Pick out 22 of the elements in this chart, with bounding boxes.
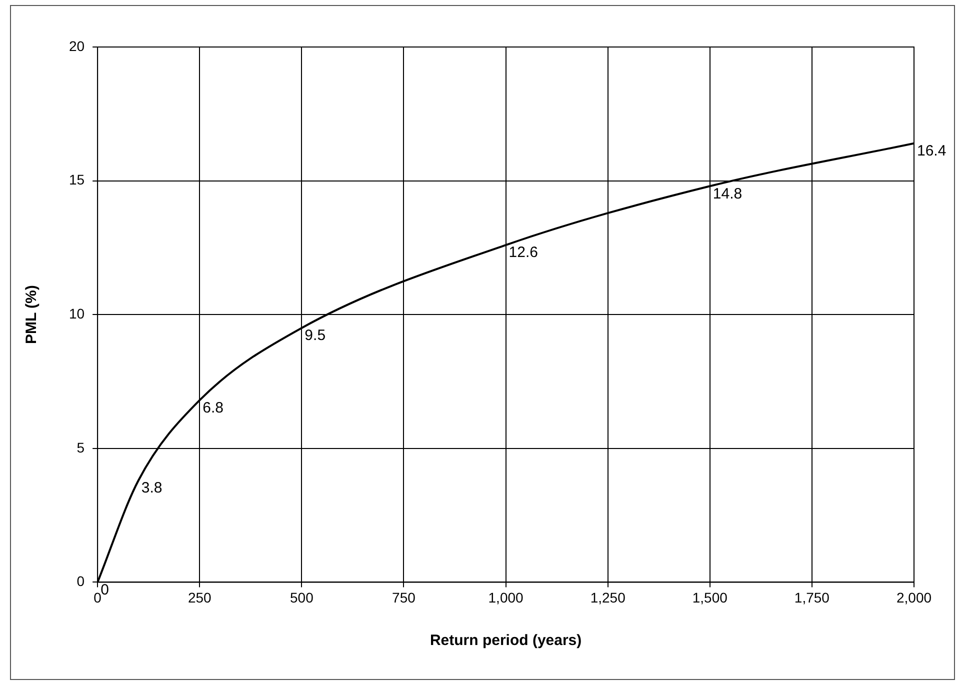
x-tick-label: 2,000 xyxy=(896,589,932,606)
y-axis-title: PML (%) xyxy=(23,285,40,344)
x-tick-label: 1,750 xyxy=(794,589,830,606)
y-tick-label: 20 xyxy=(68,38,85,54)
x-tick-label: 250 xyxy=(188,589,212,606)
x-tick-label: 1,000 xyxy=(488,589,524,606)
y-tick-label: 0 xyxy=(76,573,85,590)
data-label: 6.8 xyxy=(202,399,224,416)
y-tick-label: 15 xyxy=(68,172,85,188)
x-tick-label: 1,500 xyxy=(692,589,728,606)
data-label: 14.8 xyxy=(712,185,742,202)
data-label: 16.4 xyxy=(917,142,946,160)
x-tick-label: 750 xyxy=(392,589,416,606)
data-label: 9.5 xyxy=(304,327,326,344)
y-tick-label: 5 xyxy=(76,439,85,456)
data-label: 3.8 xyxy=(141,480,162,497)
x-axis-title: Return period (years) xyxy=(430,632,582,650)
y-tick-label: 10 xyxy=(68,305,85,322)
x-tick-label: 500 xyxy=(290,589,314,606)
x-tick-label: 0 xyxy=(94,589,102,606)
data-label: 12.6 xyxy=(508,244,538,262)
x-tick-label: 1,250 xyxy=(590,589,626,606)
